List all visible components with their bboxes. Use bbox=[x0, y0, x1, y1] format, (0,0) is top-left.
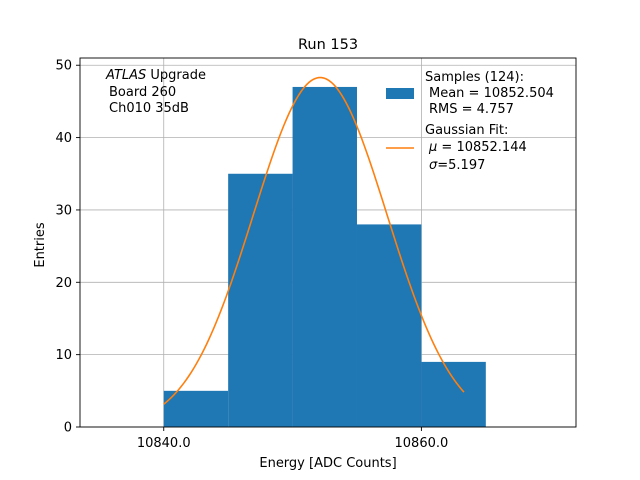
svg-text:σ=5.197: σ=5.197 bbox=[429, 158, 485, 173]
svg-text:μ = 10852.144: μ = 10852.144 bbox=[428, 140, 527, 155]
histogram-bar bbox=[163, 390, 229, 427]
histogram-bar bbox=[421, 361, 486, 427]
y-tick-label: 0 bbox=[64, 421, 72, 436]
gaussian-fit-curve bbox=[163, 76, 465, 405]
x-axis-label: Energy [ADC Counts] bbox=[259, 456, 396, 471]
histogram-bar bbox=[292, 86, 357, 428]
legend-fit-mu-symbol: μ bbox=[428, 140, 437, 155]
annotation-channel: Ch010 35dB bbox=[109, 101, 189, 116]
y-tick-label: 40 bbox=[55, 131, 72, 146]
y-tick-label: 30 bbox=[55, 203, 72, 218]
legend-fit-sigma-value: =5.197 bbox=[437, 158, 485, 173]
y-tick-label: 20 bbox=[55, 276, 72, 291]
axis-ticks: 10840.0 10860.0 0 10 20 30 40 50 bbox=[55, 59, 448, 451]
y-axis-label: Entries bbox=[33, 222, 48, 268]
y-tick-label: 10 bbox=[55, 348, 72, 363]
atlas-annotation: ATLAS Upgrade Board 260 Ch010 35dB bbox=[105, 68, 206, 116]
legend-fit-mu-value: = 10852.144 bbox=[437, 140, 526, 155]
axes-frame bbox=[79, 57, 577, 428]
x-tick-label: 10860.0 bbox=[395, 436, 449, 451]
histogram-bars bbox=[163, 86, 486, 428]
legend-samples-swatch bbox=[386, 88, 414, 99]
histogram-bar bbox=[228, 173, 293, 427]
histogram-bar bbox=[356, 224, 422, 427]
atlas-label: ATLAS bbox=[105, 68, 146, 83]
legend-samples-rms: RMS = 4.757 bbox=[429, 102, 514, 117]
annotation-board: Board 260 bbox=[109, 85, 176, 100]
legend-fit-title: Gaussian Fit: bbox=[425, 123, 508, 138]
x-tick-label: 10840.0 bbox=[137, 436, 191, 451]
atlas-suffix: Upgrade bbox=[146, 68, 206, 83]
y-tick-label: 50 bbox=[55, 59, 72, 74]
legend: Samples (124): Mean = 10852.504 RMS = 4.… bbox=[386, 70, 554, 173]
legend-fit-sigma-symbol: σ bbox=[429, 158, 438, 173]
chart-title: Run 153 bbox=[298, 37, 358, 53]
legend-samples-title: Samples (124): bbox=[425, 70, 524, 85]
legend-samples-mean: Mean = 10852.504 bbox=[429, 86, 554, 101]
svg-text:ATLAS Upgrade: ATLAS Upgrade bbox=[105, 68, 206, 83]
